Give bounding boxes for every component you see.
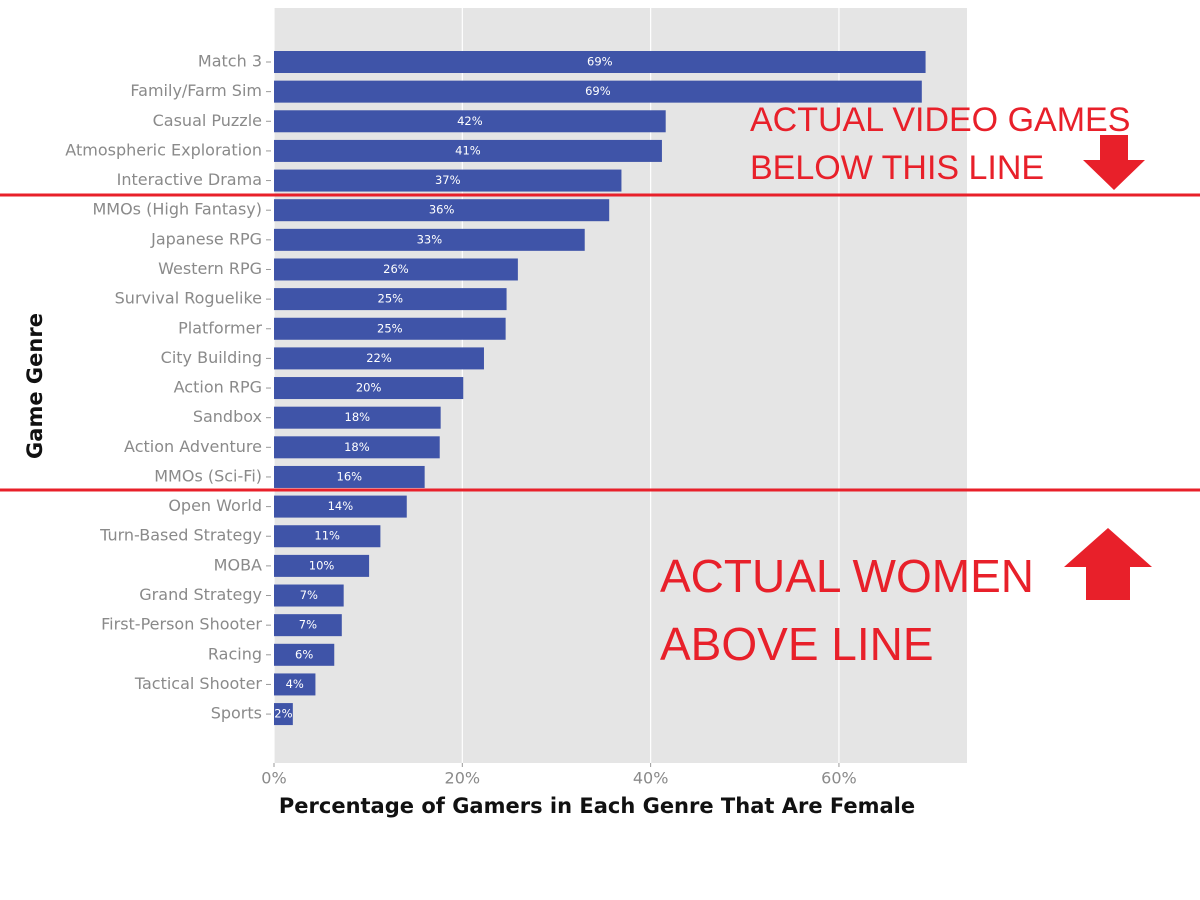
bar bbox=[274, 584, 344, 607]
annotation: ACTUAL WOMEN bbox=[660, 550, 1034, 602]
y-tick-label: Action RPG bbox=[174, 378, 262, 397]
value-label: 37% bbox=[435, 173, 461, 187]
x-tick-label: 40% bbox=[633, 769, 669, 788]
bar bbox=[274, 317, 506, 340]
bar bbox=[274, 406, 441, 429]
y-tick-label: Casual Puzzle bbox=[153, 111, 262, 130]
bar bbox=[274, 347, 484, 370]
value-label: 11% bbox=[314, 529, 340, 543]
value-label: 2% bbox=[274, 707, 292, 721]
bar bbox=[274, 199, 610, 222]
y-tick-label: Sports bbox=[211, 704, 262, 723]
value-label: 33% bbox=[417, 232, 443, 246]
y-tick-label: Match 3 bbox=[198, 52, 262, 71]
y-tick-label: Tactical Shooter bbox=[134, 674, 263, 693]
y-tick-label: Japanese RPG bbox=[150, 229, 262, 248]
x-axis-label: Percentage of Gamers in Each Genre That … bbox=[279, 794, 915, 818]
value-label: 14% bbox=[328, 499, 354, 513]
x-tick-label: 0% bbox=[261, 769, 286, 788]
y-tick-label: Atmospheric Exploration bbox=[65, 140, 262, 159]
annotation: ABOVE LINE bbox=[660, 618, 934, 670]
y-tick-label: Survival Roguelike bbox=[115, 289, 262, 308]
value-label: 69% bbox=[585, 84, 611, 98]
value-label: 36% bbox=[429, 203, 455, 217]
bar bbox=[274, 228, 585, 251]
bar bbox=[274, 288, 507, 311]
bar bbox=[274, 51, 926, 73]
bar bbox=[274, 643, 335, 666]
bar bbox=[274, 139, 662, 162]
y-tick-label: Open World bbox=[168, 496, 262, 515]
annotation: ACTUAL VIDEO GAMES bbox=[750, 101, 1130, 139]
x-tick-label: 20% bbox=[445, 769, 481, 788]
y-tick-label: City Building bbox=[161, 348, 262, 367]
bar bbox=[274, 614, 342, 637]
value-label: 18% bbox=[344, 440, 370, 454]
down-arrow bbox=[1083, 135, 1145, 190]
bar bbox=[274, 258, 518, 281]
value-label: 6% bbox=[295, 647, 313, 661]
bar bbox=[274, 554, 370, 577]
value-label: 69% bbox=[587, 55, 613, 69]
value-label: 42% bbox=[457, 114, 483, 128]
y-tick-label: Turn-Based Strategy bbox=[99, 526, 262, 545]
y-tick-label: Racing bbox=[208, 644, 262, 663]
y-tick-label: MMOs (High Fantasy) bbox=[92, 200, 262, 219]
x-tick-label: 60% bbox=[821, 769, 857, 788]
value-label: 7% bbox=[300, 588, 318, 602]
y-tick-label: MOBA bbox=[214, 555, 262, 574]
y-axis-label: Game Genre bbox=[23, 313, 47, 459]
y-tick-label: MMOs (Sci-Fi) bbox=[154, 466, 262, 485]
value-label: 41% bbox=[455, 143, 481, 157]
bar bbox=[274, 110, 666, 133]
y-tick-label: Family/Farm Sim bbox=[130, 81, 262, 100]
y-tick-label: Action Adventure bbox=[124, 437, 262, 456]
bar bbox=[274, 377, 464, 400]
value-label: 16% bbox=[337, 469, 363, 483]
bar bbox=[274, 436, 440, 459]
bar bbox=[274, 495, 407, 518]
value-label: 20% bbox=[356, 381, 382, 395]
y-tick-label: First-Person Shooter bbox=[101, 615, 262, 634]
y-tick-label: Sandbox bbox=[193, 407, 262, 426]
value-label: 7% bbox=[299, 618, 317, 632]
bar bbox=[274, 525, 381, 548]
bar bbox=[274, 673, 316, 696]
value-label: 4% bbox=[286, 677, 304, 691]
bar bbox=[274, 465, 425, 488]
value-label: 25% bbox=[378, 292, 404, 306]
up-arrow bbox=[1064, 528, 1152, 600]
y-tick-label: Platformer bbox=[178, 318, 262, 337]
bar bbox=[274, 80, 922, 103]
value-label: 22% bbox=[366, 351, 392, 365]
value-label: 25% bbox=[377, 321, 403, 335]
value-label: 18% bbox=[345, 410, 371, 424]
y-tick-label: Western RPG bbox=[158, 259, 262, 278]
y-tick-label: Interactive Drama bbox=[117, 170, 262, 189]
value-label: 26% bbox=[383, 262, 409, 276]
bar bbox=[274, 703, 293, 726]
annotation: BELOW THIS LINE bbox=[750, 149, 1044, 187]
value-label: 10% bbox=[309, 558, 335, 572]
bar bbox=[274, 169, 622, 192]
y-tick-label: Grand Strategy bbox=[139, 585, 262, 604]
